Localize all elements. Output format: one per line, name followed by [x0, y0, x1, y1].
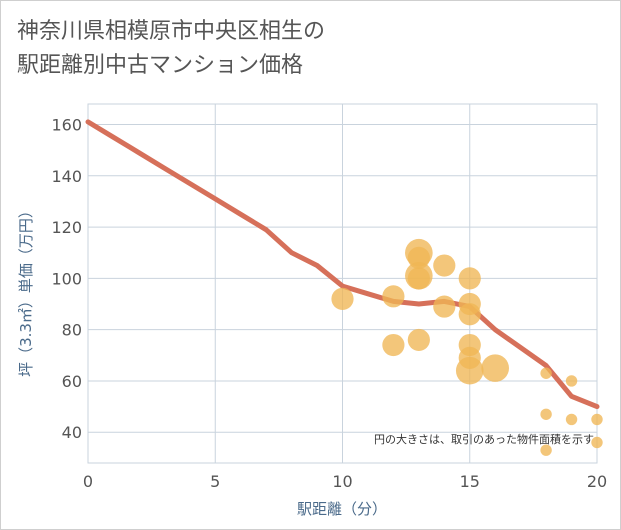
y-tick-label: 40: [62, 423, 82, 442]
y-tick-label: 60: [62, 372, 82, 391]
y-axis-title: 坪（3.3㎡）単価（万円）: [17, 203, 35, 377]
bubble-point: [540, 444, 552, 456]
bubble-point: [565, 413, 578, 426]
x-axis-title: 駅距離（分）: [297, 500, 387, 518]
average-price-line-group: [85, 119, 600, 410]
bubble-point: [591, 436, 603, 449]
x-tick-label: 0: [83, 472, 93, 491]
x-tick-label: 20: [587, 472, 607, 491]
bubble-point: [331, 287, 354, 310]
chart-title-line-2: 駅距離別中古マンション価格: [17, 53, 304, 78]
bubble-size-note: 円の大きさは、取引のあった物件面積を示す: [374, 432, 594, 446]
bubble-point: [591, 413, 603, 426]
bubble-point: [565, 375, 578, 387]
y-tick-label: 140: [51, 167, 82, 186]
y-tick-label: 100: [51, 269, 82, 288]
bubble-point: [540, 408, 552, 420]
bubble-point: [433, 295, 456, 318]
bubble-point: [458, 267, 481, 290]
bubble-points: [331, 238, 603, 456]
x-tick-label: 15: [460, 472, 480, 491]
bubble-point: [382, 333, 405, 357]
y-tick-label: 160: [51, 116, 82, 135]
tick-labels: 0 5 10 15 20 40 60 80 100 120 140 160: [51, 116, 607, 491]
y-tick-label: 120: [51, 218, 82, 237]
chart-title-line-1: 神奈川県相模原市中央区相生の: [17, 19, 326, 44]
bubble-point: [382, 285, 405, 308]
bubble-point: [458, 303, 481, 326]
average-price-line: [85, 119, 600, 410]
bubble-point: [455, 356, 484, 385]
x-tick-label: 5: [210, 472, 220, 491]
bubble-point: [433, 254, 456, 277]
x-tick-label: 10: [332, 472, 352, 491]
chart-title: 神奈川県相模原市中央区相生の 駅距離別中古マンション価格: [17, 15, 325, 83]
bubble-point: [481, 354, 510, 382]
bubble-point: [540, 367, 552, 379]
y-tick-label: 80: [62, 321, 82, 340]
bubble-point: [407, 328, 430, 352]
bubble-point: [407, 267, 430, 290]
